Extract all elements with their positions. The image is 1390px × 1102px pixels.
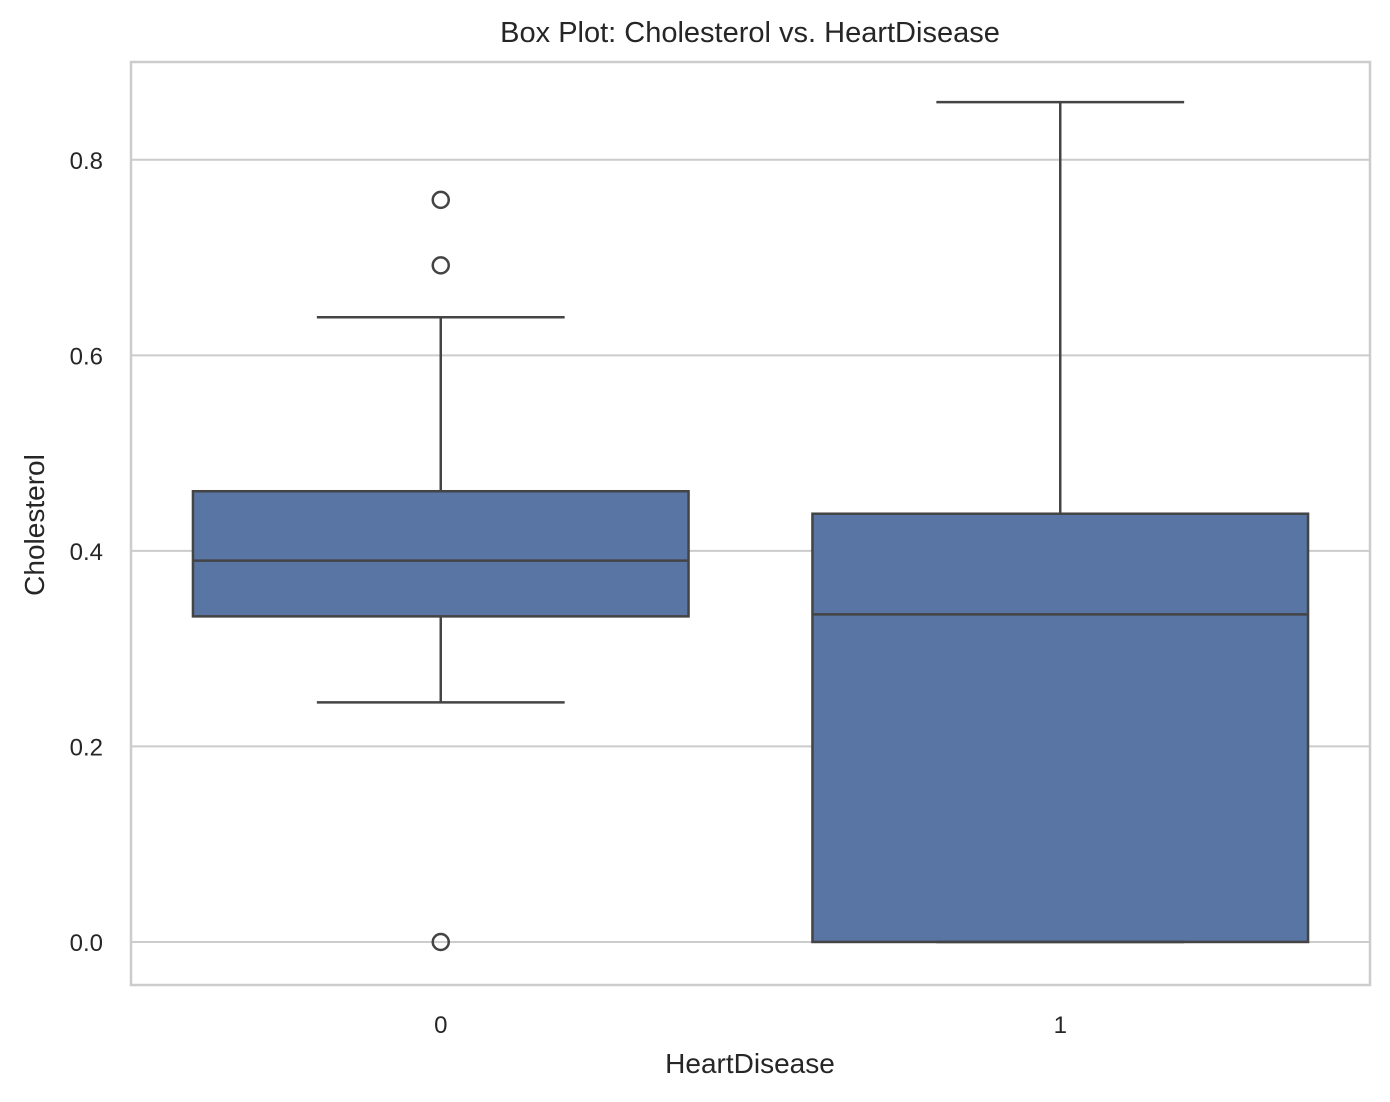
y-tick-labels: 0.0 0.2 0.4 0.6 0.8 (70, 148, 103, 957)
y-tick-label: 0.4 (70, 539, 103, 566)
outlier-point (431, 256, 450, 275)
y-tick-label: 0.0 (70, 930, 103, 957)
outlier-point (431, 190, 450, 210)
y-tick-label: 0.8 (70, 148, 103, 175)
box-body (811, 512, 1310, 944)
plot-frame (129, 60, 1372, 987)
outlier-point (431, 932, 450, 952)
box-group-0 (191, 190, 690, 952)
x-axis-label: HeartDisease (665, 1048, 835, 1079)
y-tick-label: 0.2 (70, 734, 103, 761)
chart-title: Box Plot: Cholesterol vs. HeartDisease (500, 17, 1000, 49)
box-group-1 (811, 100, 1310, 944)
box-body (191, 489, 690, 618)
x-tick-label: 0 (434, 1012, 447, 1039)
y-tick-label: 0.6 (70, 343, 103, 370)
x-tick-label: 1 (1054, 1012, 1067, 1039)
y-axis-label: Cholesterol (19, 454, 50, 596)
boxes (191, 100, 1310, 952)
